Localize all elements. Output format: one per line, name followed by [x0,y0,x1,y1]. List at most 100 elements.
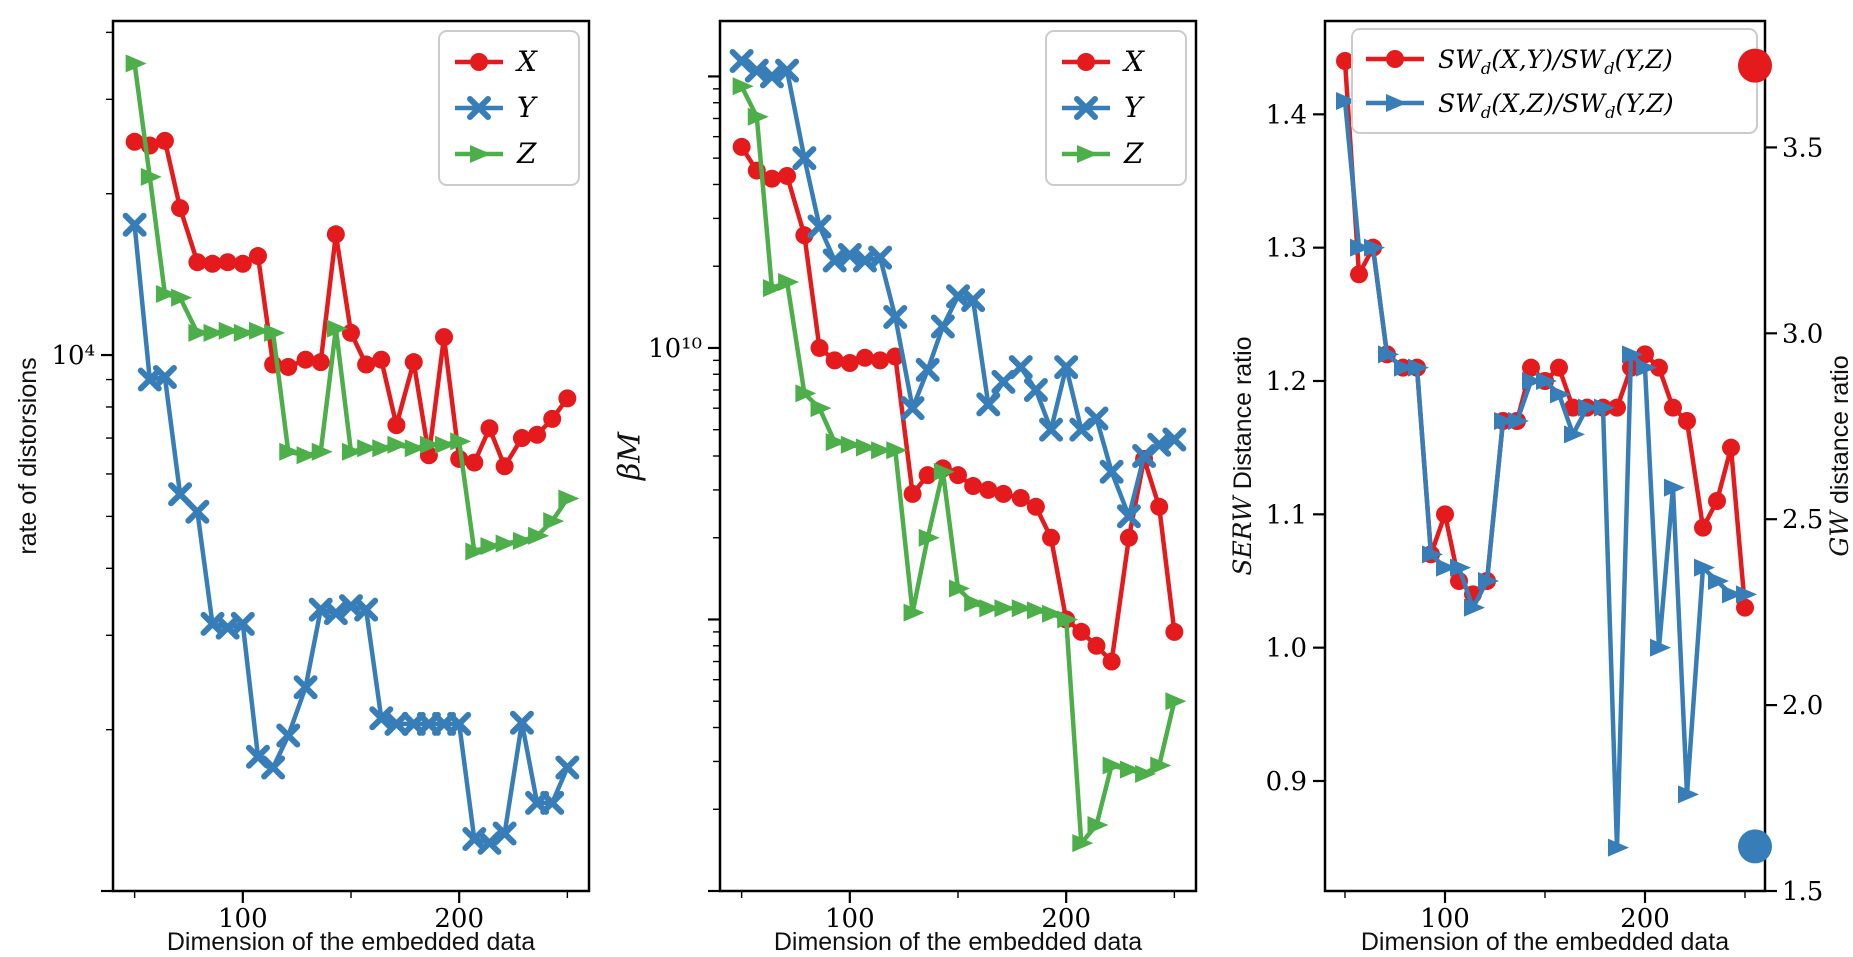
marker-triangle-right [1450,558,1471,577]
marker-triangle-right [543,512,565,531]
marker-circle [1336,52,1354,70]
y-axis-label-gw-distance-ratio: GW distance ratio [1825,355,1853,556]
marker-triangle-right [1708,572,1729,590]
marker-triangle-right [1386,94,1407,112]
x-tick-label: 100 [1420,904,1470,934]
marker-triangle-right [1350,238,1371,257]
marker-triangle-right [171,288,193,307]
marker-triangle-right [1678,785,1699,804]
marker-x [900,396,925,421]
marker-x [477,830,502,855]
marker-circle [994,484,1013,503]
marker-circle [1694,518,1712,537]
marker-circle [964,477,983,496]
marker-triangle-right [311,442,333,461]
marker-x [261,755,286,780]
marker-circle [357,355,376,374]
chart-2: 100 200 0.9 1.0 1.1 1.2 1.3 1.4 1.5 2.0 2.5 3.0 3.5 S… [1266,19,1824,934]
marker-x [447,711,472,736]
marker-x [354,597,379,622]
legend-label-z: Z [1123,137,1144,170]
marker-triangle-right [1436,558,1457,577]
marker-circle [1636,345,1654,364]
marker-circle [1150,497,1169,516]
marker-circle [1011,489,1030,508]
marker-triangle-right [218,321,240,340]
y-axis-label-beta-m: βM [613,432,648,480]
marker-circle [155,131,174,150]
marker-circle [1165,622,1184,641]
marker-x [868,245,893,270]
marker-triangle-right [1026,601,1048,620]
marker-circle [465,453,484,472]
marker-circle [218,253,237,272]
series-line-y [132,222,570,846]
y-tick-label-right: 1.5 [1782,877,1823,907]
marker-triangle-right [387,435,409,454]
marker-triangle-right [871,441,893,460]
series-x [732,137,1184,671]
marker-x [1084,406,1109,431]
marker-x [384,711,409,736]
marker-x [168,482,193,507]
marker-triangle-right [125,54,147,73]
marker-triangle-right [1408,358,1429,377]
marker-circle [1119,528,1138,547]
marker-triangle-right [918,528,940,547]
marker-triangle-right [404,439,426,458]
marker-x [1116,504,1141,529]
marker-triangle-right [1550,385,1571,404]
marker-circle [840,354,859,373]
x-tick-label: 200 [434,904,484,934]
marker-circle [1650,358,1668,377]
marker-circle [543,409,562,428]
marker-circle [855,348,874,367]
marker-triangle-right [1011,599,1033,618]
marker-circle [1026,497,1045,516]
marker-triangle-right [1736,585,1757,604]
marker-triangle-right [949,579,970,598]
marker-circle [825,351,844,370]
gw-ratio-blue-dot [1738,829,1772,864]
marker-triangle-right [357,439,379,458]
marker-triangle-right [732,77,754,96]
marker-x [1099,459,1124,484]
marker-triangle-right [886,441,908,460]
marker-triangle-right [470,145,491,163]
marker-triangle-right [1394,358,1415,377]
marker-circle [1436,505,1454,524]
marker-triangle-right [1364,238,1385,257]
series-z [125,54,580,561]
y-tick-label: 10¹⁰ [648,334,702,364]
marker-x [540,790,565,815]
marker-circle [480,419,499,438]
marker-circle [1608,398,1626,417]
y-axis-label-math-2r: GW [1825,510,1853,557]
marker-x [245,744,270,769]
marker-triangle-right [1057,610,1079,629]
marker-triangle-right [372,439,394,458]
series-line-sw-d-x-y-sw-d-y-z [1342,58,1748,610]
marker-x [961,288,986,313]
axes-spines [1323,19,1767,893]
marker-circle [495,457,514,476]
marker-triangle-right [778,272,800,291]
y-tick-label-left: 1.4 [1266,100,1307,130]
marker-triangle-right [1622,345,1643,364]
marker-circle [171,199,190,218]
marker-circle [1350,265,1368,284]
marker-x [792,146,817,171]
legend-label-sw-d-x-y-sw-d-y-z: SWd(X,Y)/SWd(Y,Z) [1438,45,1673,78]
marker-triangle-right [1336,92,1357,110]
y-tick-label-left: 1.1 [1266,500,1307,530]
y-axis-label-text-0: rate of distorsions [14,357,42,555]
marker-circle [1072,622,1091,641]
axes-ticks: 100 200 0.9 1.0 1.1 1.2 1.3 1.4 1.5 2.0 2.5 3.0 3.5 [1266,100,1824,934]
x-tick-label: 200 [1041,904,1091,934]
marker-triangle-right [1072,834,1094,853]
marker-x [1162,427,1187,452]
marker-circle [1042,528,1061,547]
y-axis-label-text-2r: distance ratio [1826,355,1853,511]
marker-x [230,611,255,636]
